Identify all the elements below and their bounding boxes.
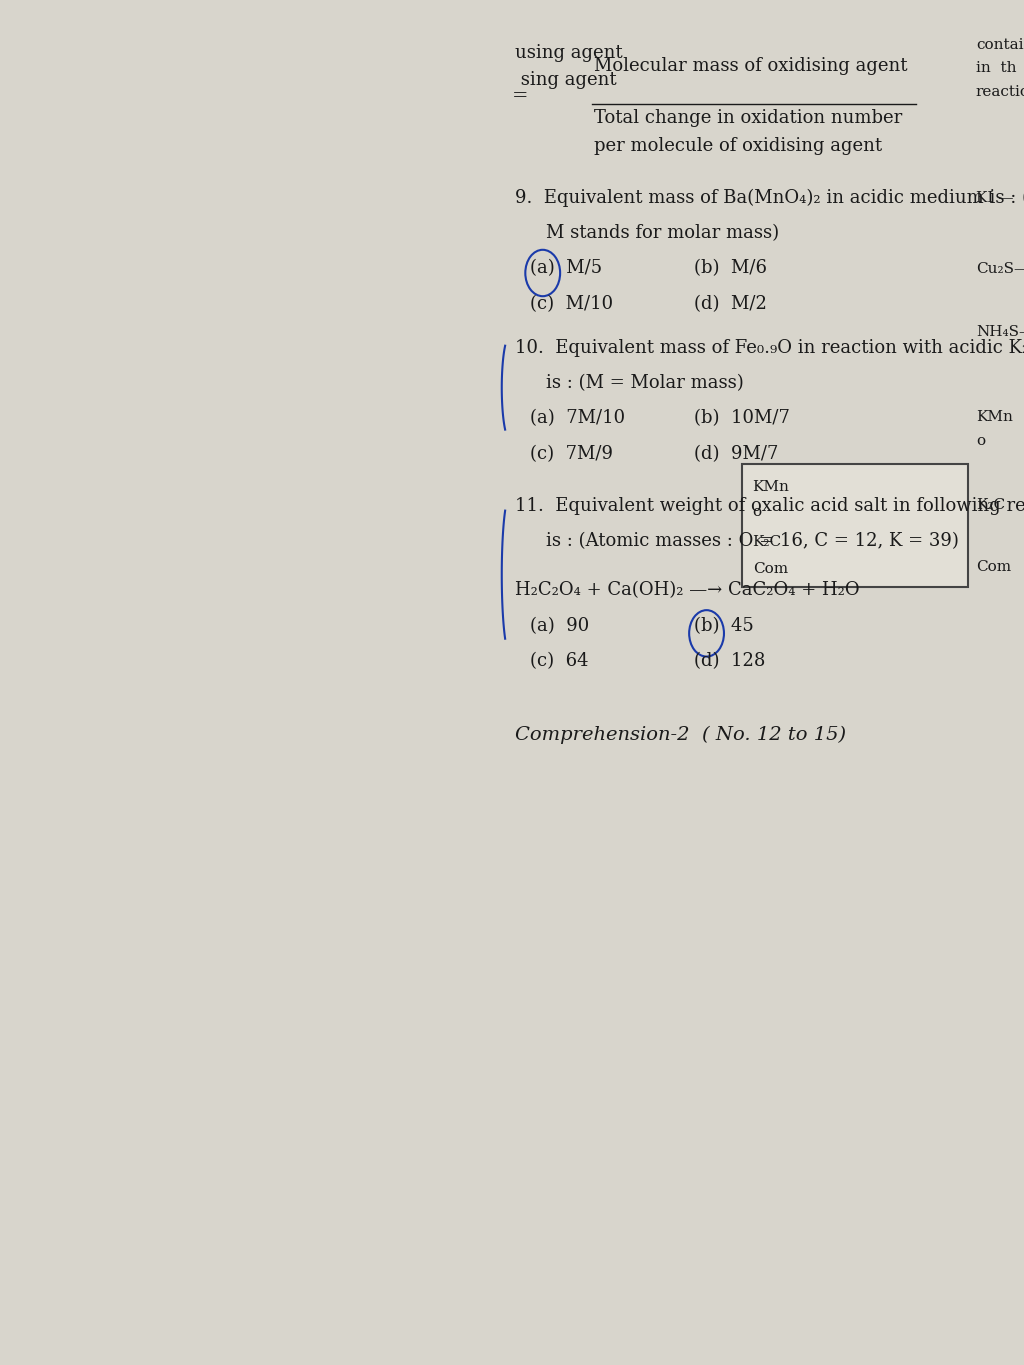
Text: M stands for molar mass): M stands for molar mass) <box>546 224 779 242</box>
Text: =: = <box>512 86 528 105</box>
Text: o: o <box>976 434 985 448</box>
Text: (a)  90: (a) 90 <box>530 617 590 635</box>
Text: Comprehension-2  ( No. 12 to 15): Comprehension-2 ( No. 12 to 15) <box>515 726 846 744</box>
Text: 10.  Equivalent mass of Fe₀.₉O in reaction with acidic K₂Cr₂O₇: 10. Equivalent mass of Fe₀.₉O in reactio… <box>515 339 1024 356</box>
Text: per molecule of oxidising agent: per molecule of oxidising agent <box>594 136 882 154</box>
Text: (c)  7M/9: (c) 7M/9 <box>530 445 613 463</box>
Text: 11.  Equivalent weight of oxalic acid salt in following reaction: 11. Equivalent weight of oxalic acid sal… <box>515 497 1024 515</box>
Text: Com: Com <box>976 560 1011 573</box>
Text: K₂C: K₂C <box>753 535 781 549</box>
Text: K₂C: K₂C <box>976 498 1005 512</box>
Text: in  th: in th <box>976 61 1017 75</box>
Text: o: o <box>753 505 762 519</box>
Text: reactio: reactio <box>976 85 1024 98</box>
Text: is : (Atomic masses : O = 16, C = 12, K = 39): is : (Atomic masses : O = 16, C = 12, K … <box>546 532 958 550</box>
Text: NH₄S—: NH₄S— <box>976 325 1024 339</box>
FancyBboxPatch shape <box>742 464 968 587</box>
Text: Com: Com <box>753 562 787 576</box>
Text: KMn: KMn <box>753 480 790 494</box>
Text: (a)  7M/10: (a) 7M/10 <box>530 410 626 427</box>
Text: using agent: using agent <box>515 44 623 61</box>
Text: is : (M = Molar mass): is : (M = Molar mass) <box>546 374 743 392</box>
Text: (c)  64: (c) 64 <box>530 652 589 670</box>
Text: (b)  M/6: (b) M/6 <box>694 259 767 277</box>
Text: (b)  45: (b) 45 <box>694 617 754 635</box>
Text: (a)  M/5: (a) M/5 <box>530 259 602 277</box>
Text: 9.  Equivalent mass of Ba(MnO₄)₂ in acidic medium is : (where: 9. Equivalent mass of Ba(MnO₄)₂ in acidi… <box>515 188 1024 206</box>
Text: contain: contain <box>976 38 1024 52</box>
Text: (c)  M/10: (c) M/10 <box>530 295 613 313</box>
Text: (d)  9M/7: (d) 9M/7 <box>694 445 778 463</box>
Text: Molecular mass of oxidising agent: Molecular mass of oxidising agent <box>594 57 907 75</box>
Text: (b)  10M/7: (b) 10M/7 <box>694 410 791 427</box>
Text: Total change in oxidation number: Total change in oxidation number <box>594 109 902 127</box>
Text: Cu₂S—: Cu₂S— <box>976 262 1024 276</box>
Text: KMn: KMn <box>976 410 1013 423</box>
Text: KI —: KI — <box>976 191 1014 205</box>
Text: sing agent: sing agent <box>515 71 616 89</box>
Text: (d)  M/2: (d) M/2 <box>694 295 767 313</box>
Text: (d)  128: (d) 128 <box>694 652 766 670</box>
Text: H₂C₂O₄ + Ca(OH)₂ —→ CaC₂O₄ + H₂O: H₂C₂O₄ + Ca(OH)₂ —→ CaC₂O₄ + H₂O <box>515 581 860 599</box>
